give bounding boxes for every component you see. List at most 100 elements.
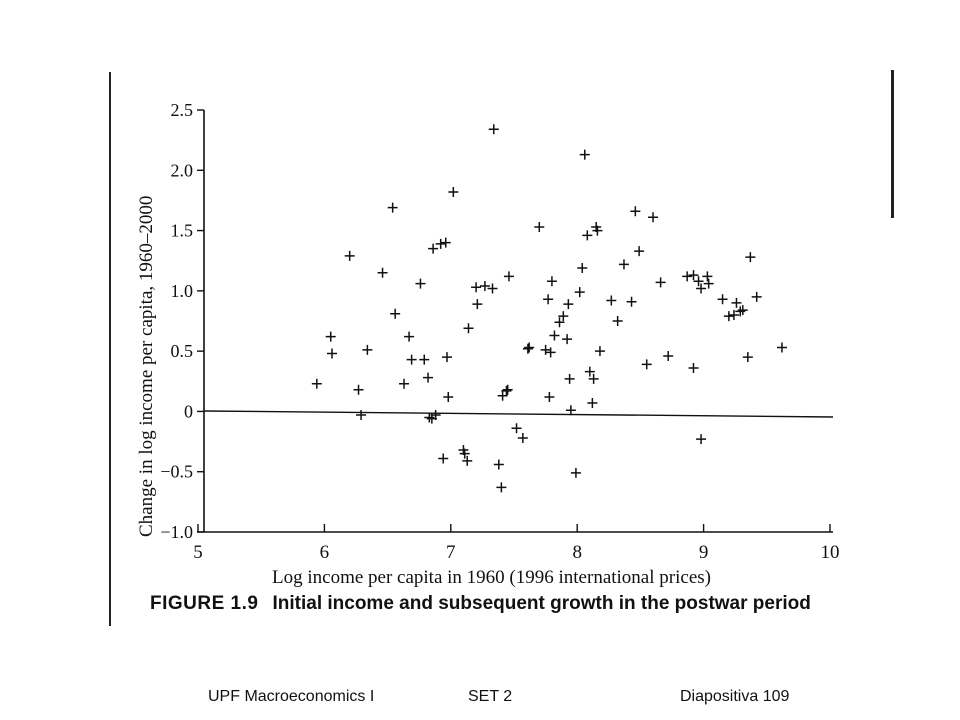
data-point (448, 186, 459, 197)
data-point (311, 378, 322, 389)
data-point (543, 294, 554, 305)
data-point (577, 262, 588, 273)
data-point (751, 291, 762, 302)
zero-reference-line (203, 410, 834, 418)
data-point (540, 344, 551, 355)
figure-caption-text: Initial income and subsequent growth in … (272, 593, 811, 614)
data-point (618, 259, 629, 270)
data-point (570, 467, 581, 478)
x-tick-label: 7 (446, 542, 456, 563)
data-point (419, 354, 430, 365)
x-tick-label: 9 (699, 542, 709, 563)
data-point (735, 306, 746, 317)
data-point (731, 297, 742, 308)
data-point (776, 342, 787, 353)
y-tick-label: 0.5 (171, 341, 194, 361)
data-point (563, 299, 574, 310)
data-point (534, 221, 545, 232)
data-point (702, 271, 713, 282)
data-point (325, 331, 336, 342)
x-tick-label: 5 (193, 542, 203, 563)
data-point (399, 378, 410, 389)
figure-number: FIGURE 1.9 (150, 593, 259, 614)
data-point (606, 295, 617, 306)
x-axis-label: Log income per capita in 1960 (1996 inte… (272, 567, 711, 588)
data-point (511, 423, 522, 434)
y-axis-label: Change in log income per capita, 1960–20… (136, 196, 157, 537)
x-tick-label: 8 (572, 542, 582, 563)
data-point (696, 434, 707, 445)
data-point (438, 453, 449, 464)
data-point (501, 385, 512, 396)
data-point (612, 316, 623, 326)
footer-set: SET 2 (468, 688, 513, 705)
data-point (565, 405, 576, 416)
data-point (487, 283, 498, 294)
data-point (574, 287, 585, 298)
y-tick-label: 2.0 (171, 160, 194, 180)
data-point (430, 410, 441, 421)
data-point (390, 308, 401, 319)
data-point (663, 350, 674, 361)
data-point (728, 309, 739, 320)
data-point (356, 410, 367, 421)
data-point (517, 432, 528, 443)
x-tick-label: 6 (320, 542, 330, 563)
data-point (549, 330, 560, 341)
data-point (558, 311, 569, 322)
y-tick-label: 2.5 (171, 100, 194, 120)
footer-course: UPF Macroeconomics I (208, 688, 375, 705)
data-point (634, 246, 645, 257)
data-point (554, 317, 565, 328)
data-point (463, 323, 474, 334)
data-point (353, 384, 364, 395)
y-tick-label: −1.0 (160, 522, 193, 542)
data-point (594, 346, 605, 357)
y-tick-label: 1.5 (171, 221, 194, 241)
data-point (496, 482, 507, 493)
scan-left-edge (109, 72, 111, 626)
data-point (587, 397, 598, 408)
data-point (742, 352, 753, 363)
data-point (503, 271, 514, 282)
data-point (440, 237, 451, 248)
y-ticks: −1.0 −0.5 0 0.5 1.0 1.5 2.0 2.5 (160, 100, 204, 542)
data-point (406, 354, 417, 365)
data-point (688, 270, 699, 281)
scan-right-edge (891, 70, 894, 218)
data-point (424, 412, 435, 423)
data-point (564, 373, 575, 384)
data-point (442, 352, 453, 363)
data-point (655, 277, 666, 288)
data-point (387, 202, 398, 213)
data-point (630, 206, 641, 217)
data-point (443, 391, 454, 402)
x-tick-label: 10 (821, 542, 840, 563)
data-point (377, 267, 388, 278)
data-point (423, 372, 434, 383)
data-point (588, 373, 599, 384)
data-point (326, 348, 337, 359)
data-point (703, 278, 714, 289)
data-point (723, 311, 734, 322)
data-point (682, 271, 693, 282)
y-tick-label: 0 (184, 401, 193, 421)
data-point (579, 149, 590, 160)
data-point (362, 344, 373, 355)
data-point (545, 347, 556, 358)
data-point (693, 276, 704, 287)
data-points (311, 124, 787, 493)
data-point (472, 299, 483, 310)
data-point (546, 276, 557, 287)
data-point (688, 363, 699, 374)
data-point (641, 359, 652, 370)
data-point (493, 459, 504, 470)
plot-axes (197, 110, 834, 533)
data-point (459, 448, 470, 459)
data-point (717, 294, 728, 305)
figure-caption: FIGURE 1.9 Initial income and subsequent … (150, 593, 811, 615)
data-point (428, 243, 439, 254)
data-point (592, 225, 603, 236)
